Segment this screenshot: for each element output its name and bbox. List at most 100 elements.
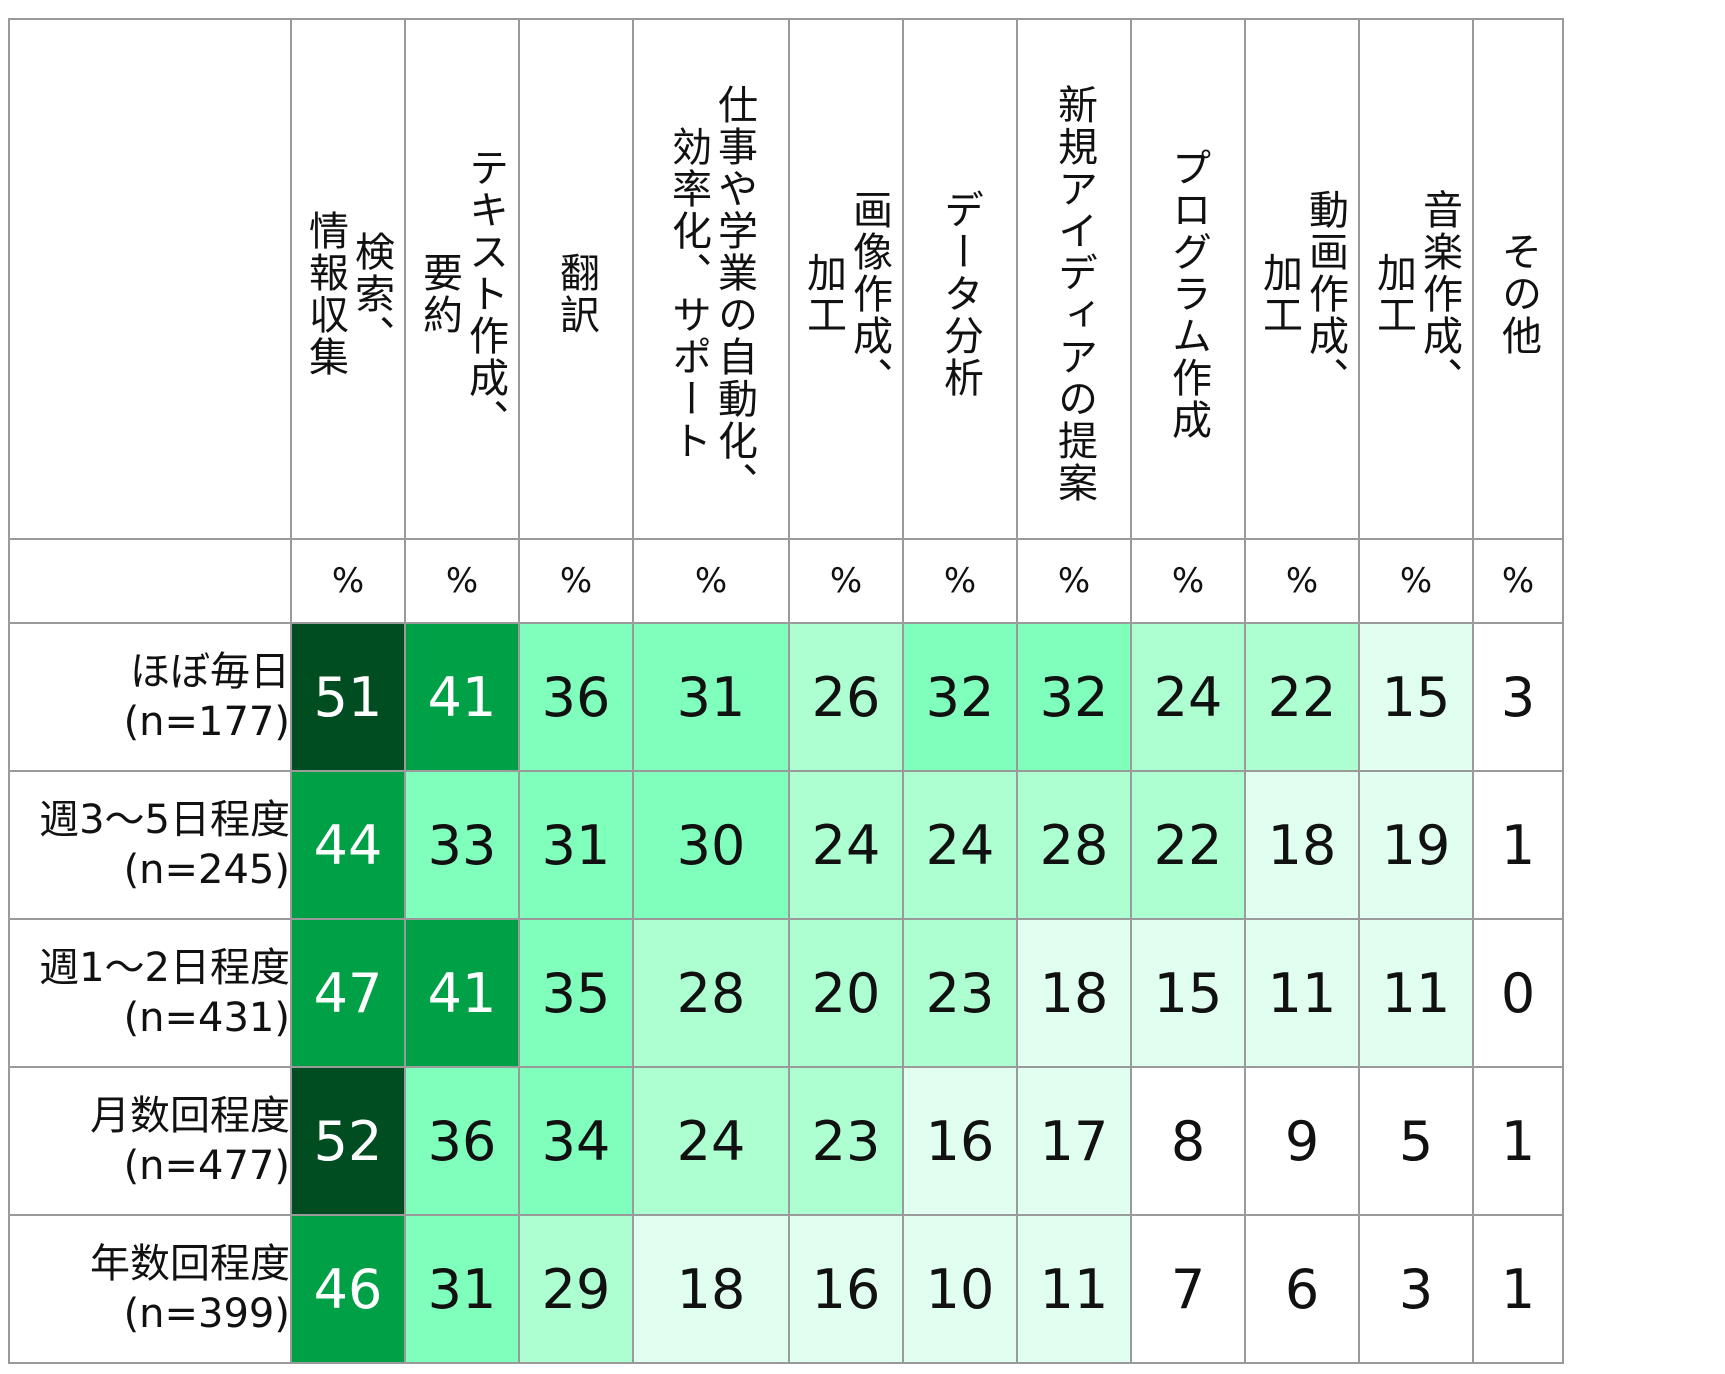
column-header-label: 音楽作成、 加工 — [1370, 189, 1462, 399]
heatmap-cell: 6 — [1244, 1214, 1360, 1364]
heatmap-cell: 32 — [1016, 622, 1132, 772]
column-header: 音楽作成、 加工 — [1358, 18, 1474, 540]
table-row: 週3〜5日程度 (n=245) 44 33 31 30 24 24 28 22 18 19 1 — [8, 770, 1564, 920]
column-header-row: 検索、 情報収集 テキスト作成、 要約 翻訳 仕事や学業の自動化、 効率化、サポート画… — [8, 18, 1564, 540]
unit-label: % — [1244, 538, 1360, 624]
column-header: 検索、 情報収集 — [290, 18, 406, 540]
corner-cell — [8, 18, 292, 540]
heatmap-cell: 20 — [788, 918, 904, 1068]
unit-label: % — [290, 538, 406, 624]
table-row: 年数回程度 (n=399) 46 31 29 18 16 10 11 7 6 3 1 — [8, 1214, 1564, 1364]
column-header: データ分析 — [902, 18, 1018, 540]
row-label-frequency: 月数回程度 — [90, 1093, 290, 1139]
row-label-frequency: 週1〜2日程度 — [39, 945, 290, 991]
unit-label: % — [632, 538, 790, 624]
row-label-sample-size: (n=431) — [123, 995, 290, 1041]
heatmap-cell: 52 — [290, 1066, 406, 1216]
row-label-sample-size: (n=399) — [123, 1291, 290, 1337]
heatmap-cell: 8 — [1130, 1066, 1246, 1216]
heatmap-cell: 1 — [1472, 1214, 1564, 1364]
heatmap-cell: 23 — [902, 918, 1018, 1068]
unit-row: %%%%%%%%%%% — [8, 538, 1564, 624]
unit-label: % — [1016, 538, 1132, 624]
row-label: 週3〜5日程度 (n=245) — [8, 770, 292, 920]
heatmap-cell: 22 — [1244, 622, 1360, 772]
table-row: 週1〜2日程度 (n=431) 47 41 35 28 20 23 18 15 11 11 0 — [8, 918, 1564, 1068]
unit-label: % — [788, 538, 904, 624]
heatmap-cell: 7 — [1130, 1214, 1246, 1364]
heatmap-cell: 32 — [902, 622, 1018, 772]
row-label-sample-size: (n=477) — [123, 1143, 290, 1189]
heatmap-cell: 15 — [1130, 918, 1246, 1068]
heatmap-cell: 19 — [1358, 770, 1474, 920]
heatmap-cell: 31 — [404, 1214, 520, 1364]
column-header-label: 検索、 情報収集 — [302, 210, 394, 378]
heatmap-cell: 41 — [404, 622, 520, 772]
heatmap-cell: 5 — [1358, 1066, 1474, 1216]
row-label-frequency: 年数回程度 — [90, 1241, 290, 1287]
heatmap-cell: 22 — [1130, 770, 1246, 920]
unit-label: % — [902, 538, 1018, 624]
heatmap-table-wrapper: 検索、 情報収集 テキスト作成、 要約 翻訳 仕事や学業の自動化、 効率化、サポート画… — [8, 18, 1564, 1364]
row-label: ほぼ毎日 (n=177) — [8, 622, 292, 772]
heatmap-cell: 18 — [632, 1214, 790, 1364]
heatmap-cell: 24 — [902, 770, 1018, 920]
heatmap-cell: 51 — [290, 622, 406, 772]
heatmap-cell: 9 — [1244, 1066, 1360, 1216]
row-label-frequency: ほぼ毎日 — [130, 649, 290, 695]
column-header: 翻訳 — [518, 18, 634, 540]
column-header: 新規アイディアの提案 — [1016, 18, 1132, 540]
row-label-frequency: 週3〜5日程度 — [39, 797, 290, 843]
heatmap-cell: 23 — [788, 1066, 904, 1216]
row-label-sample-size: (n=177) — [123, 699, 290, 745]
heatmap-cell: 1 — [1472, 1066, 1564, 1216]
column-header: テキスト作成、 要約 — [404, 18, 520, 540]
heatmap-cell: 10 — [902, 1214, 1018, 1364]
table-row: ほぼ毎日 (n=177) 51 41 36 31 26 32 32 24 22 15 3 — [8, 622, 1564, 772]
heatmap-cell: 11 — [1016, 1214, 1132, 1364]
heatmap-cell: 3 — [1472, 622, 1564, 772]
heatmap-cell: 11 — [1358, 918, 1474, 1068]
heatmap-cell: 0 — [1472, 918, 1564, 1068]
column-header-label: 動画作成、 加工 — [1256, 189, 1348, 399]
heatmap-cell: 29 — [518, 1214, 634, 1364]
heatmap-cell: 36 — [518, 622, 634, 772]
column-header-label: 画像作成、 加工 — [800, 189, 892, 399]
heatmap-cell: 1 — [1472, 770, 1564, 920]
heatmap-cell: 28 — [1016, 770, 1132, 920]
heatmap-cell: 34 — [518, 1066, 634, 1216]
unit-label: % — [404, 538, 520, 624]
column-header-label: データ分析 — [937, 189, 983, 399]
heatmap-cell: 24 — [788, 770, 904, 920]
heatmap-cell: 16 — [788, 1214, 904, 1364]
heatmap-cell: 24 — [632, 1066, 790, 1216]
heatmap-cell: 18 — [1016, 918, 1132, 1068]
heatmap-cell: 47 — [290, 918, 406, 1068]
unit-label: % — [1130, 538, 1246, 624]
heatmap-cell: 26 — [788, 622, 904, 772]
heatmap-cell: 16 — [902, 1066, 1018, 1216]
column-header-label: その他 — [1495, 231, 1541, 357]
row-label: 週1〜2日程度 (n=431) — [8, 918, 292, 1068]
heatmap-cell: 31 — [518, 770, 634, 920]
column-header-label: 新規アイディアの提案 — [1051, 84, 1097, 504]
heatmap-cell: 28 — [632, 918, 790, 1068]
column-header: 画像作成、 加工 — [788, 18, 904, 540]
heatmap-body: ほぼ毎日 (n=177) 51 41 36 31 26 32 32 24 22 15 3 週3〜5日程度(… — [8, 622, 1564, 1364]
row-label-sample-size: (n=245) — [123, 847, 290, 893]
unit-label: % — [1472, 538, 1564, 624]
heatmap-cell: 18 — [1244, 770, 1360, 920]
unit-corner-cell — [8, 538, 292, 624]
usage-heatmap-table: 検索、 情報収集 テキスト作成、 要約 翻訳 仕事や学業の自動化、 効率化、サポート画… — [8, 18, 1564, 1364]
column-header: 動画作成、 加工 — [1244, 18, 1360, 540]
heatmap-cell: 11 — [1244, 918, 1360, 1068]
column-header-label: 仕事や学業の自動化、 効率化、サポート — [665, 84, 757, 504]
row-label: 月数回程度 (n=477) — [8, 1066, 292, 1216]
row-label: 年数回程度 (n=399) — [8, 1214, 292, 1364]
heatmap-cell: 30 — [632, 770, 790, 920]
column-header-label: プログラム作成 — [1165, 147, 1211, 441]
heatmap-cell: 17 — [1016, 1066, 1132, 1216]
heatmap-cell: 35 — [518, 918, 634, 1068]
unit-label: % — [1358, 538, 1474, 624]
heatmap-cell: 15 — [1358, 622, 1474, 772]
